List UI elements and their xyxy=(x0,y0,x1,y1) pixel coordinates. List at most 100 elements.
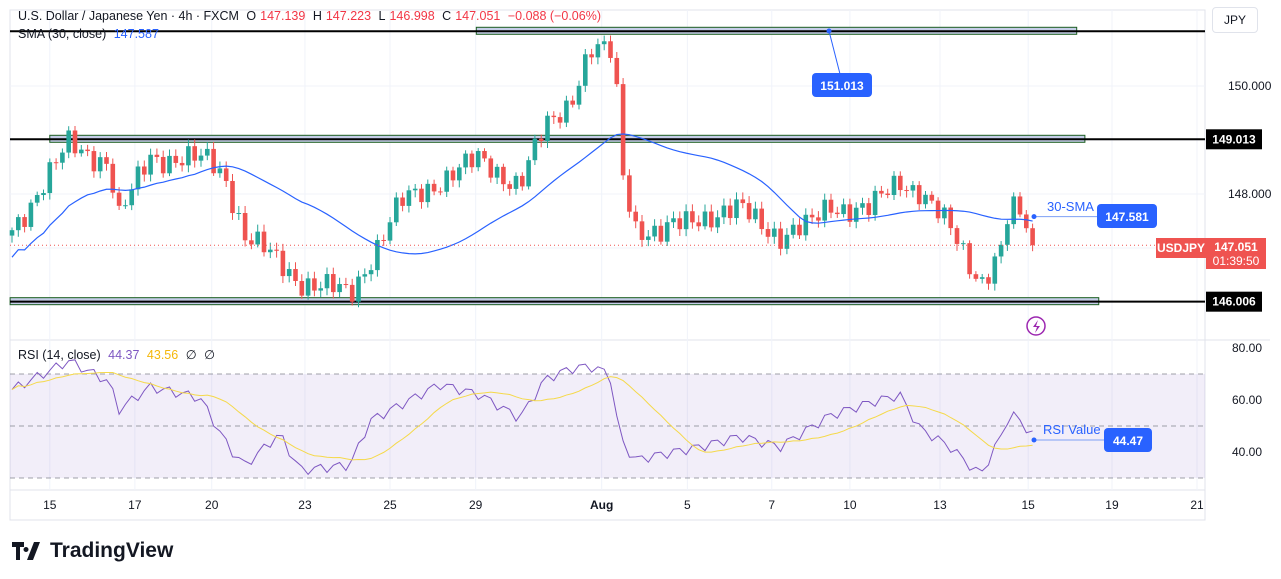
candle-body xyxy=(135,166,141,190)
close-label: C xyxy=(442,9,452,23)
candle-body xyxy=(753,208,758,220)
currency-button[interactable]: JPY xyxy=(1212,7,1258,33)
candle-body xyxy=(236,213,242,215)
rsi-legend[interactable]: RSI (14, close) 44.37 43.56 ∅ ∅ xyxy=(18,347,219,362)
rsi-callout-dot xyxy=(1031,437,1037,443)
candle-body xyxy=(261,231,267,253)
candle-body xyxy=(154,154,160,157)
candle-body xyxy=(349,284,355,302)
open-value: 147.139 xyxy=(260,9,306,23)
time-axis-label: Aug xyxy=(590,498,613,512)
candle-body xyxy=(110,163,116,193)
low-value: 146.998 xyxy=(389,9,435,23)
candle-body xyxy=(375,239,380,271)
candle-body xyxy=(394,197,399,223)
candle-body xyxy=(217,168,223,174)
change-value: −0.088 (−0.06%) xyxy=(507,9,601,23)
lightning-icon-bolt xyxy=(1033,320,1040,333)
candle-body xyxy=(551,115,557,118)
candle-body xyxy=(879,190,884,194)
price-axis-label: 150.000 xyxy=(1228,79,1272,93)
candle-body xyxy=(412,188,418,191)
high-label: H xyxy=(312,9,322,23)
candle-body xyxy=(759,208,764,230)
candle-body xyxy=(305,278,311,296)
candle-body xyxy=(293,269,298,281)
candle-body xyxy=(545,115,550,142)
candle-body xyxy=(646,236,651,240)
tradingview-logo[interactable]: TradingView xyxy=(12,539,173,563)
last-price-tag xyxy=(1206,238,1266,269)
callout-dot xyxy=(826,28,832,34)
candle-body xyxy=(123,205,128,207)
high-value: 147.223 xyxy=(325,9,372,23)
candle-body xyxy=(715,217,720,228)
time-axis-label: 13 xyxy=(933,498,947,512)
candle-body xyxy=(167,155,172,174)
rsi-legend-extra: ∅ xyxy=(185,348,197,362)
sma-callout-value: 147.581 xyxy=(1105,210,1149,224)
candle-body xyxy=(866,203,872,216)
lightning-icon[interactable] xyxy=(1026,316,1046,336)
candle-body xyxy=(841,204,846,215)
candle-body xyxy=(664,222,670,242)
candle-body xyxy=(104,157,109,164)
candle-body xyxy=(28,202,34,227)
candle-body xyxy=(898,175,903,191)
candle-body xyxy=(249,240,254,245)
candle-body xyxy=(910,185,916,191)
candle-body xyxy=(790,224,796,235)
candle-body xyxy=(343,284,349,286)
sma-legend[interactable]: SMA (30, close) 147.587 xyxy=(18,27,163,41)
candle-body xyxy=(66,130,71,153)
candle-body xyxy=(312,278,317,291)
candle-body xyxy=(564,100,569,123)
candle-body xyxy=(734,199,739,219)
candle-body xyxy=(41,193,46,196)
candle-body xyxy=(961,243,966,245)
candle-body xyxy=(652,225,657,237)
candle-body xyxy=(501,166,506,185)
rsi-axis-label: 80.00 xyxy=(1232,341,1262,355)
candle-body xyxy=(973,274,979,279)
candle-body xyxy=(772,228,777,237)
candle-body xyxy=(255,231,260,245)
candle-body xyxy=(47,162,53,194)
candle-body xyxy=(923,194,928,205)
time-axis-label: 10 xyxy=(843,498,857,512)
candle-body xyxy=(538,138,544,142)
candle-body xyxy=(809,214,815,218)
rsi-ma-line xyxy=(11,371,1033,461)
candle-body xyxy=(998,244,1004,257)
price-callout-box xyxy=(812,73,872,97)
candle-body xyxy=(97,157,103,172)
candle-body xyxy=(1024,214,1029,229)
candle-body xyxy=(746,203,752,220)
rsi-callout-box xyxy=(1104,428,1152,452)
candle-body xyxy=(683,211,689,230)
candle-body xyxy=(513,175,519,189)
candle-body xyxy=(205,148,210,156)
candle-body xyxy=(797,224,802,236)
rsi-legend-extra: ∅ xyxy=(204,348,215,362)
price-level-tag-text: 146.006 xyxy=(1212,295,1256,309)
candle-body xyxy=(803,214,809,236)
time-axis-label: 19 xyxy=(1105,498,1119,512)
time-axis-label: 20 xyxy=(205,498,219,512)
candle-body xyxy=(192,146,197,161)
candle-body xyxy=(954,228,960,244)
candle-body xyxy=(992,256,998,284)
candle-body xyxy=(526,160,531,187)
candle-body xyxy=(765,229,771,237)
low-label: L xyxy=(378,9,386,23)
candle-body xyxy=(885,193,890,195)
candle-body xyxy=(633,211,638,222)
candle-body xyxy=(198,155,204,161)
open-label: O xyxy=(246,9,257,23)
candle-body xyxy=(904,190,909,192)
rsi-ma-legend-value: 43.56 xyxy=(146,348,179,362)
candle-body xyxy=(469,153,475,168)
candle-body xyxy=(387,222,393,241)
candle-body xyxy=(362,274,368,277)
